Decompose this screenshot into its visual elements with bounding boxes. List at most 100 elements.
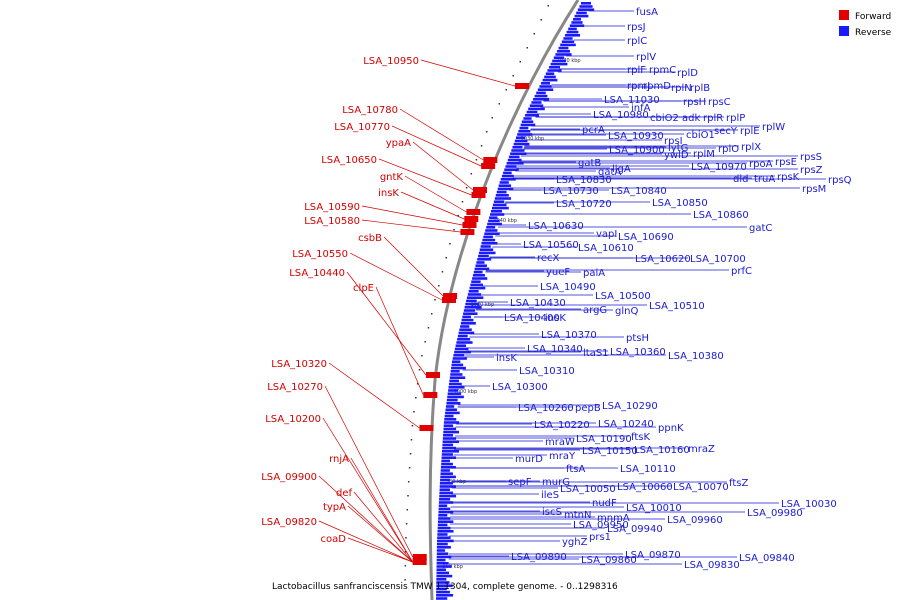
reverse-gene-block [441,456,456,459]
reverse-gene-block [571,21,583,24]
reverse-gene-label: mraZ [688,444,715,455]
reverse-gene-label: yueF [546,267,570,278]
reverse-gene-block [552,59,566,63]
reverse-gene-label: LSA_10560 [523,240,579,251]
reverse-gene-block [443,427,457,431]
forward-gene-block [515,83,529,89]
reverse-gene-label: rpsQ [828,175,852,186]
legend-reverse-label: Reverse [855,28,892,38]
reverse-gene-label: pcrA [582,125,605,136]
reverse-gene-label: ftsA [566,464,585,475]
reverse-gene-label: LSA_10070 [673,482,729,493]
reverse-gene-block [577,8,595,11]
reverse-gene-block [449,379,459,383]
forward-leader-line [404,175,467,213]
reverse-gene-label: prfC [731,266,752,277]
reverse-gene-block [448,389,459,392]
reverse-gene-block [581,2,591,5]
reverse-gene-block [553,56,565,59]
forward-leader-line [353,491,413,563]
reverse-gene-label: gatB [578,158,601,169]
reverse-gene-label: LSA_10110 [620,464,676,475]
reverse-gene-label: iscS [542,507,562,518]
reverse-gene-block [486,226,496,229]
reverse-gene-block [507,158,522,162]
reverse-gene-block [549,66,560,69]
minor-tick-mark [408,467,411,469]
minor-tick-mark [411,425,414,427]
minor-tick-mark [404,565,407,567]
reverse-gene-block [439,491,454,495]
reverse-gene-block [438,517,451,520]
reverse-gene-block [488,219,500,223]
reverse-gene-block [573,18,581,21]
reverse-gene-label: rpmD [643,81,671,92]
reverse-gene-block [437,539,454,543]
reverse-gene-block [568,27,577,31]
forward-gene-label: LSA_10950 [363,56,419,67]
reverse-gene-block [506,162,524,165]
forward-gene-block [426,372,440,378]
forward-gene-block [483,157,498,163]
reverse-gene-label: prs1 [589,532,611,543]
forward-gene-block [412,559,427,565]
reverse-gene-block [558,46,569,50]
reverse-gene-block [466,296,484,299]
forward-leader-line [347,537,413,563]
reverse-gene-label: LSA_09980 [747,508,803,519]
reverse-gene-block [555,53,572,56]
forward-gene-label: LSA_10770 [334,122,390,133]
reverse-gene-block [439,482,453,485]
forward-gene-label: LSA_10550 [292,249,348,260]
reverse-gene-label: mraW [545,437,575,448]
forward-gene-block [460,229,475,235]
minor-tick-mark [475,159,478,161]
reverse-gene-block [436,555,452,559]
minor-tick-mark [406,509,409,511]
reverse-gene-label: rplB [690,83,710,94]
forward-gene-block [464,216,479,222]
forward-gene-label: LSA_10440 [289,268,345,279]
reverse-gene-label: ywlD [664,150,689,161]
reverse-gene-label: rplX [741,142,761,153]
reverse-gene-block [442,440,460,443]
reverse-gene-label: mnmA [597,513,630,524]
reverse-gene-label: recX [537,253,560,264]
forward-leader-line [378,158,472,196]
reverse-gene-label: ftsZ [729,478,748,489]
reverse-gene-block [574,14,589,18]
forward-gene-label: LSA_10580 [304,216,360,227]
reverse-gene-label: rplP [726,113,745,124]
reverse-gene-block [500,178,516,181]
reverse-gene-block [450,370,460,373]
reverse-gene-block [492,203,507,207]
minor-tick-mark [410,439,413,441]
reverse-gene-label: secY [714,126,738,137]
reverse-gene-block [454,347,469,351]
minor-tick-mark [430,313,433,315]
forward-leader-line [318,520,413,563]
minor-tick-mark [416,383,419,385]
reverse-gene-block [537,88,554,91]
forward-gene-label: LSA_10200 [265,414,321,425]
legend-forward-swatch [839,10,849,20]
reverse-gene-block [456,341,473,344]
forward-gene-label: typA [323,502,346,513]
forward-gene-block [473,187,487,193]
reverse-gene-label: rplD [677,68,698,79]
reverse-gene-block [438,507,451,511]
reverse-gene-label: ptsH [626,333,649,344]
reverse-gene-block [515,136,526,139]
reverse-gene-label: LSA_10310 [519,366,575,377]
reverse-gene-label: LSA_10260 [518,403,574,414]
reverse-gene-block [441,453,453,456]
reverse-gene-block [437,536,451,539]
reverse-gene-block [529,104,544,107]
reverse-gene-label: infA [631,103,651,114]
reverse-gene-block [436,571,450,575]
reverse-gene-block [505,165,517,168]
reverse-gene-block [454,350,471,354]
reverse-gene-label: LSA_10300 [492,382,548,393]
forward-gene-label: def [336,488,353,499]
reverse-gene-label: LSA_10630 [528,221,584,232]
